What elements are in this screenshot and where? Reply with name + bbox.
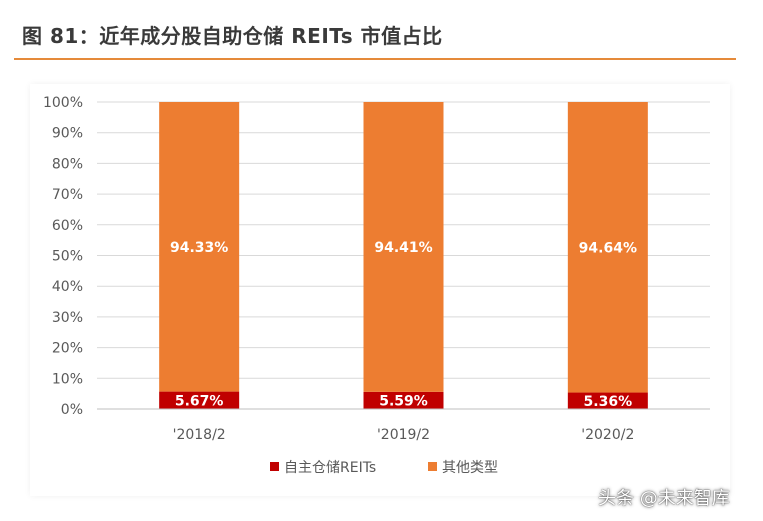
data-label: 5.67% xyxy=(175,393,224,409)
bar-self-storage xyxy=(159,391,240,409)
y-tick-label: 80% xyxy=(52,156,83,172)
data-label: 5.59% xyxy=(379,393,428,409)
data-label: 94.64% xyxy=(579,240,637,256)
chart-panel: 0% 10% 20% 30% 40% 50% 60% 70% 80% 90% 100% 5.67% 94… xyxy=(30,84,730,496)
data-label: 5.36% xyxy=(584,394,633,410)
watermark: 头条 @未来智库 xyxy=(598,488,730,509)
y-tick-label: 70% xyxy=(52,187,83,203)
x-tick-label: '2019/2 xyxy=(377,427,430,443)
bar-other xyxy=(363,102,444,392)
x-tick-label: '2020/2 xyxy=(581,427,634,443)
legend-swatch xyxy=(270,462,279,471)
bar-self-storage xyxy=(567,392,648,409)
bar-self-storage xyxy=(363,391,444,409)
y-tick-label: 0% xyxy=(61,402,83,418)
y-tick-label: 40% xyxy=(52,279,83,295)
y-tick-label: 20% xyxy=(52,341,83,357)
x-tick-label: '2018/2 xyxy=(173,427,226,443)
bar-other xyxy=(567,102,648,393)
data-label: 94.33% xyxy=(170,240,228,256)
title-divider xyxy=(14,58,736,60)
y-tick-label: 50% xyxy=(52,249,83,265)
bar-other xyxy=(159,102,240,392)
y-tick-label: 60% xyxy=(52,218,83,234)
data-label: 94.41% xyxy=(374,240,432,256)
y-tick-label: 10% xyxy=(52,371,83,387)
legend-label: 其他类型 xyxy=(442,460,498,476)
y-tick-label: 30% xyxy=(52,310,83,326)
legend-swatch xyxy=(428,462,437,471)
legend-label: 自主仓储REITs xyxy=(284,460,376,476)
figure-title: 图 81：近年成分股自助仓储 REITs 市值占比 xyxy=(22,24,443,48)
y-tick-label: 90% xyxy=(52,126,83,142)
stacked-bar-chart: 0% 10% 20% 30% 40% 50% 60% 70% 80% 90% 100% 5.67% 94… xyxy=(43,95,710,476)
y-tick-label: 100% xyxy=(43,95,83,111)
